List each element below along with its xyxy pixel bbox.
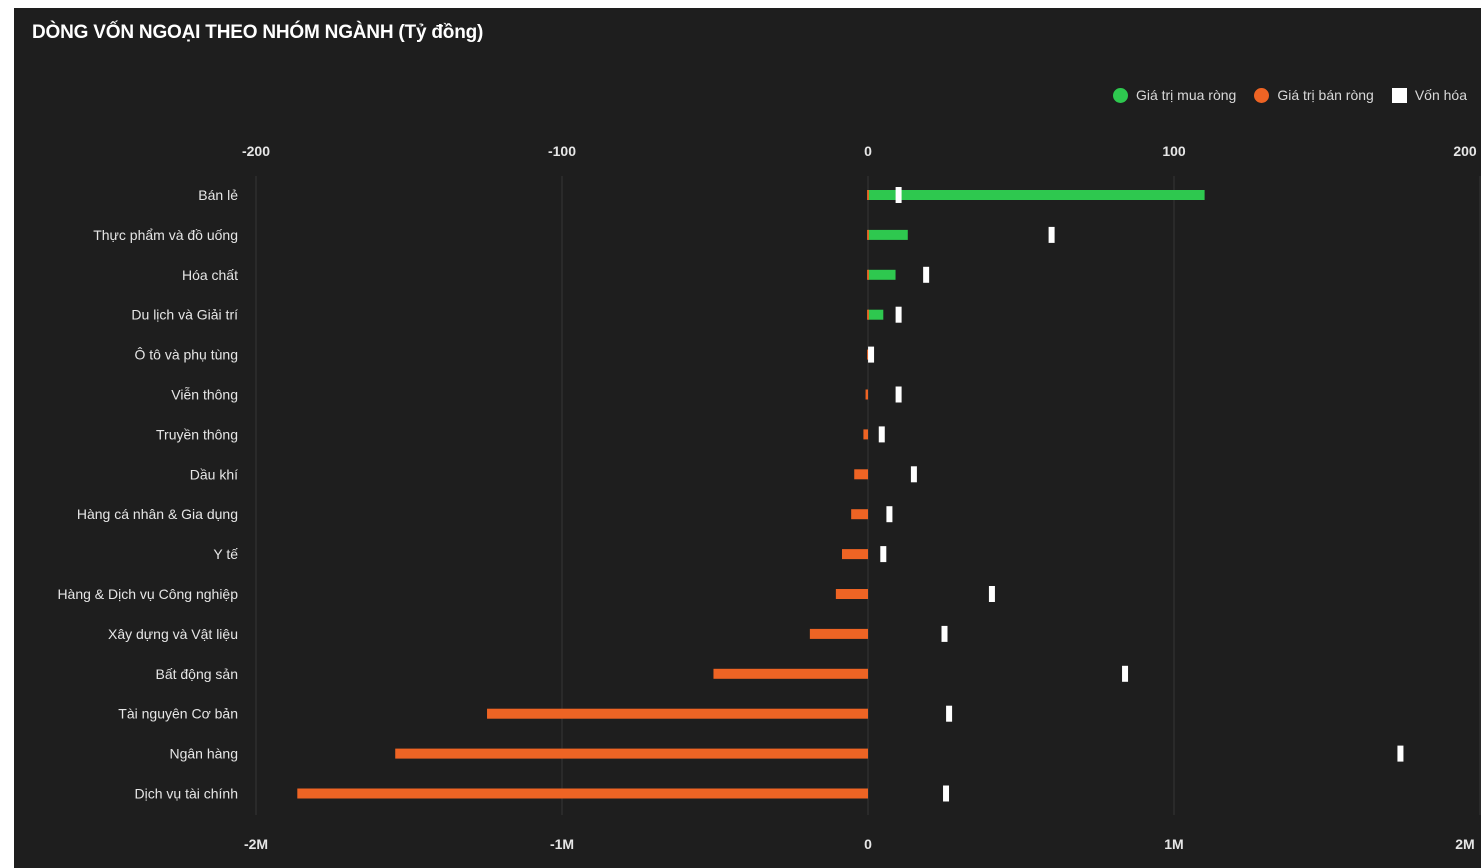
category-label-11: Xây dựng và Vật liệu (108, 626, 238, 642)
cap-marker-5 (895, 386, 902, 403)
zero-stub-0 (867, 190, 869, 200)
top-axis-tick-2: 0 (864, 143, 872, 159)
cap-marker-14 (1397, 745, 1404, 762)
chart-panel (14, 8, 1481, 868)
cap-marker-8 (886, 506, 893, 523)
cap-marker-0 (895, 187, 902, 203)
cap-marker-4 (868, 346, 875, 363)
bottom-axis-tick-0: -2M (244, 836, 268, 852)
legend-buy-marker (1112, 87, 1128, 103)
category-label-3: Du lịch và Giải trí (131, 307, 238, 323)
category-label-13: Tài nguyên Cơ bản (118, 706, 238, 722)
cap-marker-12 (1122, 665, 1129, 682)
zero-stub-1 (867, 229, 869, 240)
legend-item-buy[interactable]: Giá trị mua ròng (1112, 87, 1237, 103)
buy-bar-1 (868, 229, 908, 240)
top-axis-tick-4: 200 (1453, 143, 1477, 159)
cap-marker-9 (880, 546, 887, 563)
legend-item-sell[interactable]: Giá trị bán ròng (1254, 87, 1374, 103)
top-axis-tick-0: -200 (242, 143, 270, 159)
sell-bar-14 (395, 748, 868, 759)
chart-title: DÒNG VỐN NGOẠI THEO NHÓM NGÀNH (Tỷ đồng) (32, 22, 484, 43)
sell-bar-8 (851, 509, 868, 520)
zero-stub-3 (867, 309, 869, 320)
category-label-12: Bất động sản (155, 666, 238, 682)
category-label-15: Dịch vụ tài chính (135, 786, 239, 802)
category-label-10: Hàng & Dịch vụ Công nghiệp (57, 586, 238, 602)
sell-bar-13 (487, 708, 868, 719)
cap-marker-6 (878, 426, 885, 443)
legend-sell-marker (1254, 87, 1270, 103)
legend: Giá trị mua ròng Giá trị bán ròng Vốn hó… (1112, 87, 1467, 103)
category-label-2: Hóa chất (182, 267, 238, 283)
cap-marker-13 (946, 705, 953, 722)
cap-marker-7 (910, 466, 917, 483)
sell-bar-6 (863, 429, 868, 440)
top-axis-tick-3: 100 (1162, 143, 1186, 159)
bottom-axis-tick-3: 1M (1164, 836, 1183, 852)
category-label-9: Y tế (213, 546, 238, 562)
category-label-14: Ngân hàng (169, 746, 238, 762)
legend-cap-label: Vốn hóa (1414, 87, 1467, 103)
legend-cap-marker (1391, 87, 1407, 103)
cap-marker-3 (895, 306, 902, 323)
cap-marker-2 (923, 266, 930, 283)
buy-bar-0 (868, 190, 1205, 200)
sell-bar-7 (854, 469, 868, 480)
bottom-axis-tick-1: -1M (550, 836, 574, 852)
sell-bar-12 (713, 668, 868, 679)
legend-buy-label: Giá trị mua ròng (1135, 87, 1237, 103)
zero-stub-2 (867, 269, 869, 280)
category-label-8: Hàng cá nhân & Gia dụng (77, 506, 238, 522)
legend-sell-label: Giá trị bán ròng (1277, 87, 1374, 103)
category-label-4: Ô tô và phụ tùng (134, 347, 238, 363)
top-axis-tick-1: -100 (548, 143, 576, 159)
bottom-axis-tick-2: 0 (864, 836, 872, 852)
zero-stub-4 (867, 349, 869, 360)
category-label-6: Truyền thông (156, 426, 238, 442)
category-label-7: Dầu khí (190, 466, 238, 482)
category-label-5: Viễn thông (171, 387, 238, 403)
buy-bar-2 (868, 269, 896, 280)
cap-marker-10 (988, 586, 995, 602)
cap-marker-1 (1048, 226, 1055, 243)
sell-bar-11 (809, 628, 868, 639)
legend-item-cap[interactable]: Vốn hóa (1391, 87, 1467, 103)
sell-bar-9 (841, 549, 868, 560)
sell-bar-15 (297, 788, 868, 799)
category-label-0: Bán lẻ (198, 187, 238, 203)
sell-bar-10 (835, 589, 868, 599)
cap-marker-15 (943, 785, 950, 802)
bottom-axis-tick-4: 2M (1455, 836, 1474, 852)
category-label-1: Thực phẩm và đồ uống (93, 227, 238, 243)
sell-bar-5 (865, 389, 868, 400)
buy-bar-3 (868, 309, 884, 320)
cap-marker-11 (941, 625, 948, 642)
